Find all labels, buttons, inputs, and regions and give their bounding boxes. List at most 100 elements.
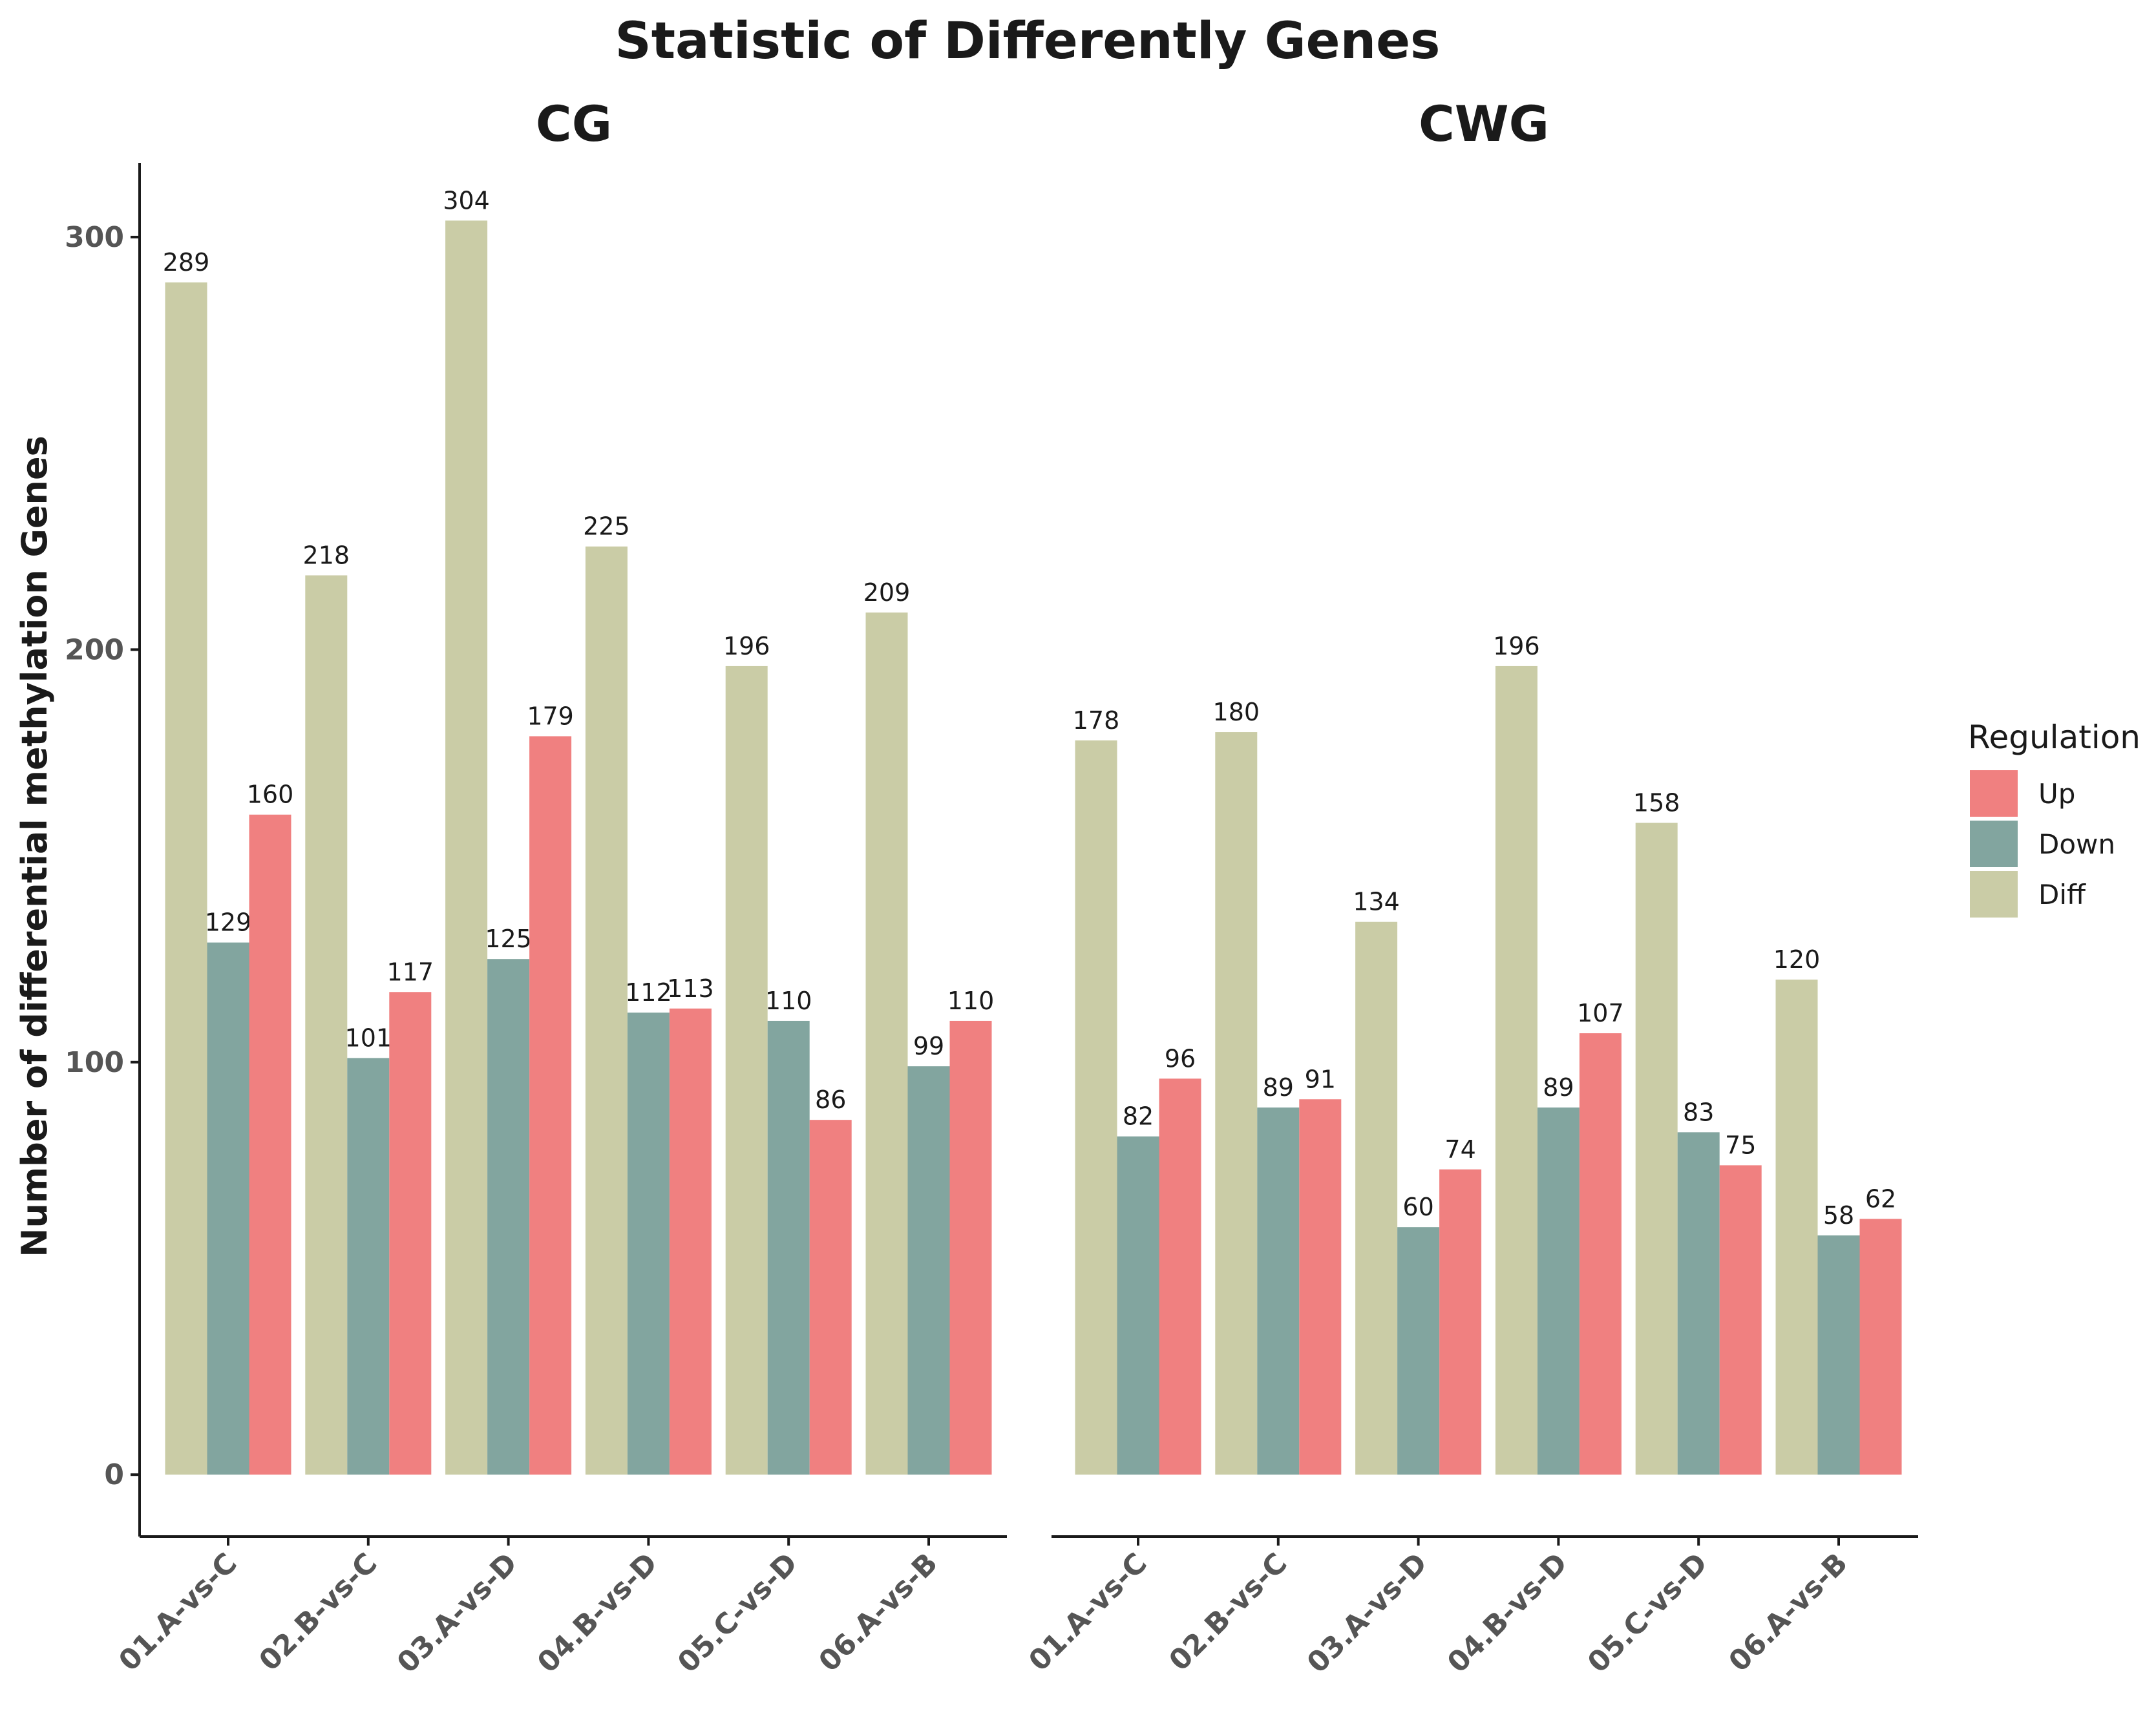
legend-title: Regulation	[1968, 719, 2140, 756]
data-label: 74	[1444, 1135, 1475, 1164]
y-axis: 0 100 200 300	[65, 163, 141, 1537]
data-label: 178	[1073, 706, 1120, 735]
data-label: 158	[1633, 789, 1680, 817]
data-label: 99	[913, 1032, 944, 1060]
data-label: 75	[1725, 1131, 1756, 1159]
bar-cg-up	[669, 1008, 712, 1475]
data-label: 82	[1123, 1102, 1154, 1131]
bar-cg-down	[487, 959, 530, 1475]
bar-cwg-up	[1159, 1078, 1201, 1475]
x-tick-label: 05.C-vs-D	[1581, 1547, 1714, 1679]
data-label: 179	[527, 702, 574, 730]
y-tick-label: 100	[65, 1046, 124, 1079]
x-tick-label: 05.C-vs-D	[671, 1547, 804, 1679]
chart-title: Statistic of Differently Genes	[615, 12, 1441, 70]
bar-cg-diff	[865, 612, 908, 1475]
bar-cg-up	[949, 1020, 992, 1475]
panel-cg: 289 129 160 01.A-vs-C 218 101 117 02.B-vs-C 304 1…	[112, 186, 1007, 1679]
bar-cg-up	[529, 736, 572, 1475]
data-label: 110	[765, 987, 812, 1015]
legend: Regulation Up Down Diff	[1968, 719, 2140, 918]
bar-cwg-diff	[1215, 732, 1258, 1475]
bar-cwg-up	[1859, 1219, 1902, 1475]
panel-title-cg: CG	[536, 95, 612, 152]
data-label: 101	[345, 1023, 392, 1052]
data-label: 209	[863, 578, 911, 607]
bar-cwg-down	[1537, 1107, 1580, 1475]
bar-cwg-down	[1817, 1235, 1860, 1475]
x-tick-label: 06.A-vs-B	[1722, 1547, 1854, 1679]
bar-cg-down	[347, 1058, 390, 1475]
data-label: 113	[667, 974, 714, 1003]
data-label: 304	[443, 186, 490, 215]
panel-cwg: 178 82 96 01.A-vs-C 180 89 91 02.B-vs-C 134 60 74 0…	[1022, 632, 1918, 1680]
bar-cwg-diff	[1635, 823, 1678, 1475]
legend-label-diff: Diff	[2038, 879, 2086, 910]
data-label: 89	[1543, 1073, 1574, 1102]
legend-key-diff	[1970, 871, 2018, 918]
x-tick-label: 04.B-vs-D	[1441, 1547, 1574, 1679]
bar-cg-down	[767, 1020, 810, 1475]
bar-cg-diff	[445, 220, 488, 1475]
x-tick-label: 01.A-vs-C	[1022, 1547, 1154, 1678]
data-label: 60	[1402, 1193, 1433, 1221]
data-label: 289	[163, 248, 210, 277]
data-label: 110	[947, 987, 995, 1015]
data-label: 96	[1165, 1044, 1196, 1073]
bar-cg-diff	[305, 575, 348, 1475]
data-label: 225	[583, 512, 630, 541]
legend-key-up	[1970, 770, 2018, 817]
bar-cwg-up	[1719, 1165, 1762, 1475]
data-label: 196	[1493, 632, 1540, 660]
bar-cwg-down	[1257, 1107, 1300, 1475]
data-label: 86	[815, 1086, 846, 1114]
data-label: 180	[1213, 698, 1260, 726]
y-tick-label: 200	[65, 633, 124, 666]
bar-cwg-down	[1677, 1132, 1720, 1475]
data-label: 83	[1683, 1098, 1714, 1126]
y-tick-label: 300	[65, 221, 124, 254]
legend-label-down: Down	[2038, 828, 2115, 860]
data-label: 91	[1305, 1065, 1336, 1093]
data-label: 107	[1577, 999, 1624, 1027]
data-label: 160	[247, 781, 294, 809]
bar-cg-down	[907, 1066, 950, 1475]
data-label: 125	[485, 925, 532, 953]
bar-cwg-down	[1397, 1227, 1440, 1475]
y-axis-label: Number of differential methylation Genes	[14, 436, 55, 1257]
bar-cwg-diff	[1775, 980, 1818, 1475]
data-label: 129	[205, 908, 252, 937]
bar-cg-up	[809, 1120, 852, 1475]
bar-cwg-up	[1439, 1169, 1482, 1475]
x-tick-label: 02.B-vs-C	[253, 1547, 383, 1677]
data-label: 196	[723, 632, 770, 660]
bar-cwg-up	[1579, 1033, 1622, 1475]
bar-cwg-diff	[1075, 740, 1117, 1475]
legend-key-down	[1970, 821, 2018, 867]
bar-cwg-diff	[1495, 666, 1538, 1475]
bar-cg-diff	[165, 282, 207, 1475]
bar-cg-down	[207, 942, 249, 1475]
data-label: 58	[1823, 1201, 1854, 1230]
y-tick-label: 0	[104, 1458, 124, 1491]
x-tick-label: 03.A-vs-D	[1301, 1547, 1434, 1680]
bar-cg-diff	[725, 666, 768, 1475]
data-label: 218	[303, 541, 350, 569]
data-label: 134	[1353, 888, 1400, 916]
legend-label-up: Up	[2038, 778, 2075, 810]
x-tick-label: 01.A-vs-C	[112, 1547, 244, 1678]
data-label: 117	[387, 958, 434, 986]
data-label: 89	[1263, 1073, 1294, 1102]
data-label: 120	[1773, 945, 1821, 974]
x-tick-label: 02.B-vs-C	[1163, 1547, 1293, 1677]
x-tick-label: 04.B-vs-D	[531, 1547, 664, 1679]
data-label: 62	[1865, 1184, 1896, 1213]
data-label: 112	[625, 978, 672, 1007]
bar-cwg-up	[1299, 1099, 1342, 1475]
panel-title-cwg: CWG	[1419, 95, 1549, 152]
bar-cg-diff	[585, 546, 628, 1475]
bar-cg-down	[627, 1013, 670, 1475]
bar-cg-up	[249, 814, 291, 1475]
x-tick-label: 06.A-vs-B	[812, 1547, 944, 1679]
